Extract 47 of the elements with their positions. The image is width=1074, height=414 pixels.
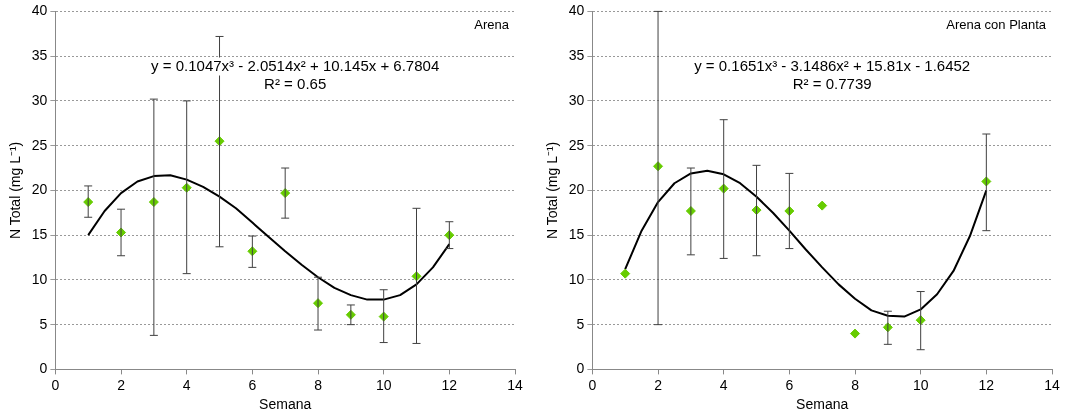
- y-axis-title: N Total (mg L⁻¹): [7, 141, 24, 240]
- x-tick-label: 4: [182, 376, 191, 393]
- x-tick-label: 14: [1044, 376, 1060, 393]
- annotation: R² = 0.7739: [792, 74, 872, 92]
- y-tick-label: 20: [568, 181, 585, 198]
- x-axis-title: Semana: [259, 396, 312, 413]
- y-tick-label: 10: [31, 270, 48, 287]
- x-tick-label: 6: [785, 376, 794, 393]
- annotation: y = 0.1651x³ - 3.1486x² + 15.81x - 1.6452: [694, 56, 971, 74]
- y-tick-label: 20: [31, 181, 48, 198]
- y-tick-label: 15: [31, 226, 48, 243]
- x-tick-label: 12: [978, 376, 995, 393]
- x-tick-label: 2: [654, 376, 663, 393]
- y-tick-label: 10: [568, 270, 585, 287]
- y-tick-label: 25: [31, 136, 48, 153]
- x-tick-label: 0: [588, 376, 597, 393]
- x-tick-label: 14: [507, 376, 523, 393]
- text: Arena con Planta: [946, 17, 1047, 33]
- y-tick-label: 40: [568, 2, 585, 19]
- x-tick-label: 10: [912, 376, 929, 393]
- annotation: R² = 0.65: [264, 74, 327, 92]
- y-tick-label: 40: [31, 2, 48, 19]
- x-tick-label: 8: [314, 376, 323, 393]
- y-tick-label: 5: [39, 315, 48, 332]
- x-tick-label: 2: [117, 376, 126, 393]
- y-tick-label: 30: [568, 91, 585, 108]
- y-tick-label: 0: [39, 360, 48, 377]
- x-tick-label: 4: [719, 376, 728, 393]
- x-tick-label: 12: [441, 376, 458, 393]
- y-tick-label: 15: [568, 226, 585, 243]
- y-axis-title: N Total (mg L⁻¹): [544, 141, 561, 240]
- x-tick-label: 0: [51, 376, 60, 393]
- point: [850, 328, 861, 339]
- y-tick-label: 35: [568, 47, 585, 64]
- y-tick-label: 35: [31, 47, 48, 64]
- x-tick-label: 8: [851, 376, 860, 393]
- x-axis-title: Semana: [796, 396, 849, 413]
- y-tick-label: 30: [31, 91, 48, 108]
- y-tick-label: 5: [576, 315, 585, 332]
- x-tick-label: 10: [375, 376, 392, 393]
- annotation: y = 0.1047x³ - 2.0514x² + 10.145x + 6.7804: [151, 56, 440, 74]
- y-tick-label: 25: [568, 136, 585, 153]
- x-tick-label: 6: [248, 376, 257, 393]
- text: Arena: [474, 17, 510, 33]
- y-tick-label: 0: [576, 360, 585, 377]
- point: [620, 268, 631, 279]
- point: [817, 200, 828, 211]
